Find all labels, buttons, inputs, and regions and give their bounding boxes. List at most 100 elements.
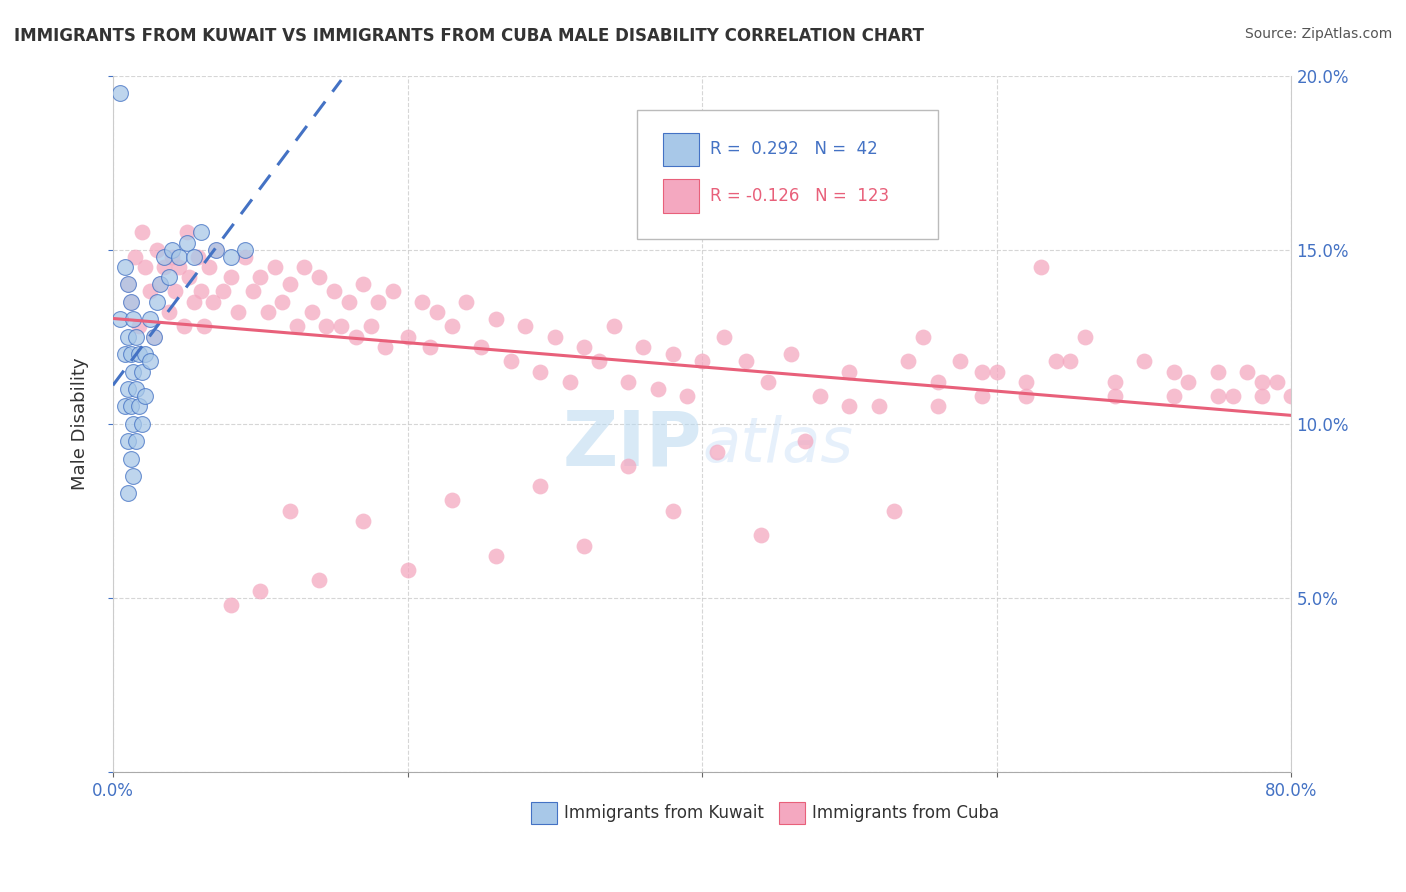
- Point: [176, 235, 198, 250]
- Point: [128, 347, 150, 361]
- Point: [426, 305, 449, 319]
- Point: [1104, 389, 1126, 403]
- Point: [167, 260, 190, 274]
- Point: [647, 382, 669, 396]
- Point: [912, 329, 935, 343]
- Point: [1163, 364, 1185, 378]
- Point: [120, 451, 142, 466]
- Point: [396, 329, 419, 343]
- Point: [1251, 389, 1274, 403]
- Point: [117, 382, 139, 396]
- Text: Immigrants from Cuba: Immigrants from Cuba: [811, 804, 998, 822]
- Point: [1222, 389, 1244, 403]
- Point: [163, 285, 186, 299]
- Point: [114, 260, 136, 274]
- Point: [749, 528, 772, 542]
- Point: [128, 319, 150, 334]
- Point: [713, 329, 735, 343]
- Point: [122, 364, 145, 378]
- Point: [285, 319, 308, 334]
- Point: [1206, 389, 1229, 403]
- Point: [344, 329, 367, 343]
- Point: [138, 285, 160, 299]
- FancyBboxPatch shape: [664, 179, 699, 212]
- Point: [120, 294, 142, 309]
- Point: [242, 285, 264, 299]
- Text: R =  0.292   N =  42: R = 0.292 N = 42: [710, 140, 879, 159]
- Point: [183, 250, 205, 264]
- Point: [529, 364, 551, 378]
- Point: [134, 260, 156, 274]
- Point: [838, 364, 860, 378]
- Text: ZIP: ZIP: [562, 408, 702, 482]
- Point: [149, 277, 172, 292]
- Point: [411, 294, 433, 309]
- Point: [125, 382, 148, 396]
- Point: [661, 347, 683, 361]
- Point: [529, 479, 551, 493]
- Point: [631, 340, 654, 354]
- Point: [735, 354, 758, 368]
- Point: [160, 250, 183, 264]
- Point: [470, 340, 492, 354]
- Text: atlas: atlas: [702, 415, 853, 475]
- Point: [308, 270, 330, 285]
- Point: [190, 225, 212, 239]
- Point: [117, 434, 139, 449]
- Point: [1265, 375, 1288, 389]
- Point: [143, 329, 166, 343]
- Point: [153, 260, 176, 274]
- Point: [485, 312, 508, 326]
- Point: [125, 434, 148, 449]
- Point: [949, 354, 972, 368]
- Point: [779, 347, 801, 361]
- Point: [1281, 389, 1303, 403]
- Point: [278, 504, 301, 518]
- Point: [617, 458, 640, 473]
- Point: [138, 312, 160, 326]
- Point: [114, 347, 136, 361]
- Point: [235, 243, 257, 257]
- Point: [131, 364, 153, 378]
- Point: [337, 294, 360, 309]
- Point: [120, 347, 142, 361]
- Point: [883, 504, 905, 518]
- Point: [219, 598, 242, 612]
- Point: [374, 340, 396, 354]
- Point: [1059, 354, 1081, 368]
- Point: [179, 270, 201, 285]
- Point: [143, 329, 166, 343]
- Point: [125, 329, 148, 343]
- Point: [187, 250, 209, 264]
- Point: [676, 389, 699, 403]
- Point: [117, 277, 139, 292]
- Point: [117, 486, 139, 500]
- Point: [122, 312, 145, 326]
- Point: [249, 583, 271, 598]
- Point: [301, 305, 323, 319]
- Point: [360, 319, 382, 334]
- Point: [396, 563, 419, 577]
- Point: [110, 312, 132, 326]
- Point: [927, 375, 949, 389]
- Point: [456, 294, 478, 309]
- Point: [970, 364, 993, 378]
- Point: [131, 225, 153, 239]
- Y-axis label: Male Disability: Male Disability: [72, 358, 89, 490]
- Point: [690, 354, 713, 368]
- Point: [173, 319, 195, 334]
- Point: [146, 294, 169, 309]
- Point: [1177, 375, 1199, 389]
- Point: [515, 319, 537, 334]
- Point: [617, 375, 640, 389]
- Point: [212, 285, 235, 299]
- Point: [131, 417, 153, 431]
- Point: [117, 329, 139, 343]
- Point: [315, 319, 337, 334]
- Point: [574, 340, 596, 354]
- Text: IMMIGRANTS FROM KUWAIT VS IMMIGRANTS FROM CUBA MALE DISABILITY CORRELATION CHART: IMMIGRANTS FROM KUWAIT VS IMMIGRANTS FRO…: [14, 27, 924, 45]
- Point: [278, 277, 301, 292]
- Point: [1015, 375, 1038, 389]
- Point: [1045, 354, 1067, 368]
- Point: [352, 277, 374, 292]
